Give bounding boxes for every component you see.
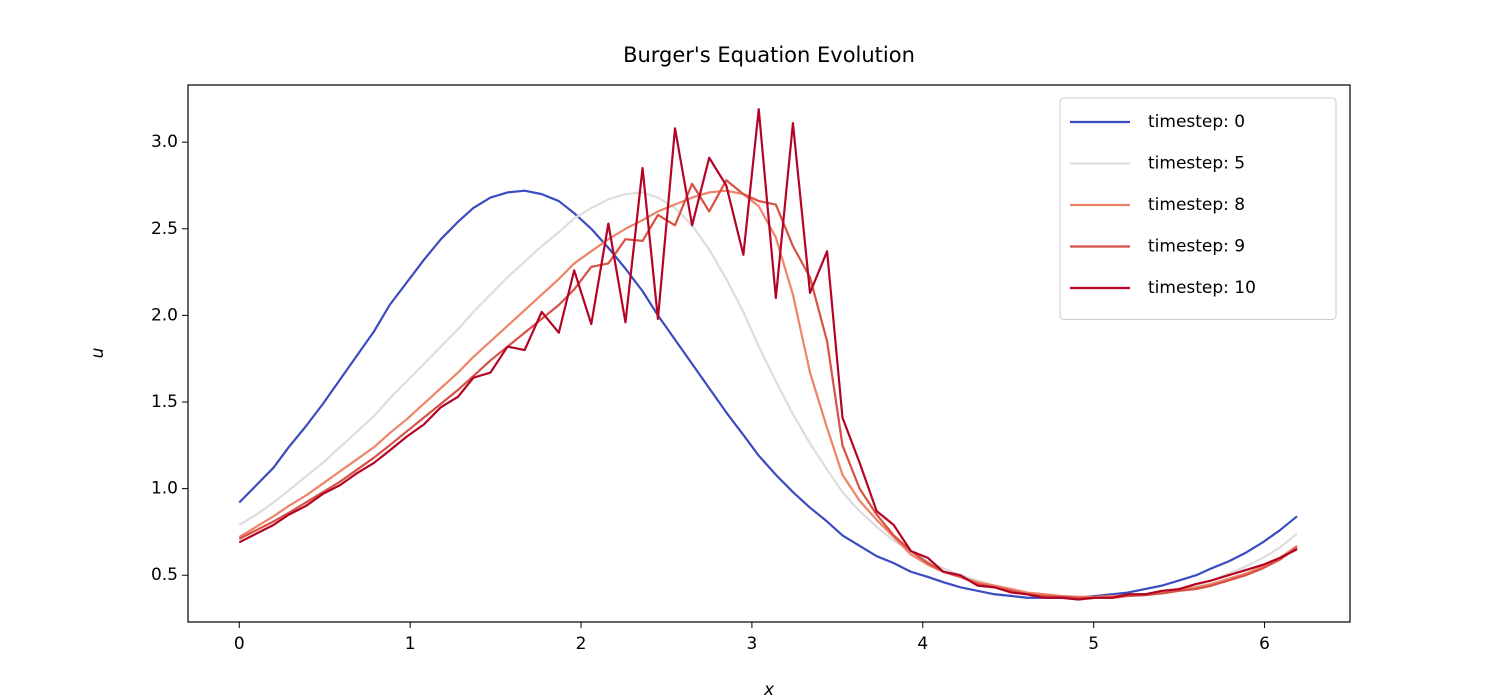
legend-label: timestep: 8 xyxy=(1148,195,1245,215)
legend-box xyxy=(1059,97,1337,320)
x-tick-label: 2 xyxy=(576,634,587,654)
plot-frame xyxy=(187,84,1351,623)
x-tick-label: 1 xyxy=(405,634,416,654)
chart-title: Burger's Equation Evolution xyxy=(623,43,915,67)
y-tick-label: 1.0 xyxy=(151,479,178,499)
legend-label: timestep: 9 xyxy=(1148,237,1245,257)
x-axis-label: x xyxy=(763,680,775,700)
y-tick-label: 2.0 xyxy=(151,305,178,325)
legend-label: timestep: 10 xyxy=(1148,278,1256,298)
legend-label: timestep: 0 xyxy=(1148,112,1245,132)
x-tick-label: 5 xyxy=(1088,634,1099,654)
y-tick-label: 2.5 xyxy=(151,219,178,239)
x-tick-label: 3 xyxy=(746,634,757,654)
y-tick-label: 3.0 xyxy=(151,132,178,152)
x-tick-label: 6 xyxy=(1259,634,1270,654)
series-line xyxy=(238,108,1298,601)
legend-label: timestep: 5 xyxy=(1148,154,1245,174)
y-tick-label: 0.5 xyxy=(151,565,178,585)
series-line xyxy=(238,189,1298,599)
y-axis-label: u xyxy=(88,347,108,358)
x-tick-label: 4 xyxy=(917,634,928,654)
x-tick-label: 0 xyxy=(234,634,245,654)
y-tick-label: 1.5 xyxy=(151,392,178,412)
